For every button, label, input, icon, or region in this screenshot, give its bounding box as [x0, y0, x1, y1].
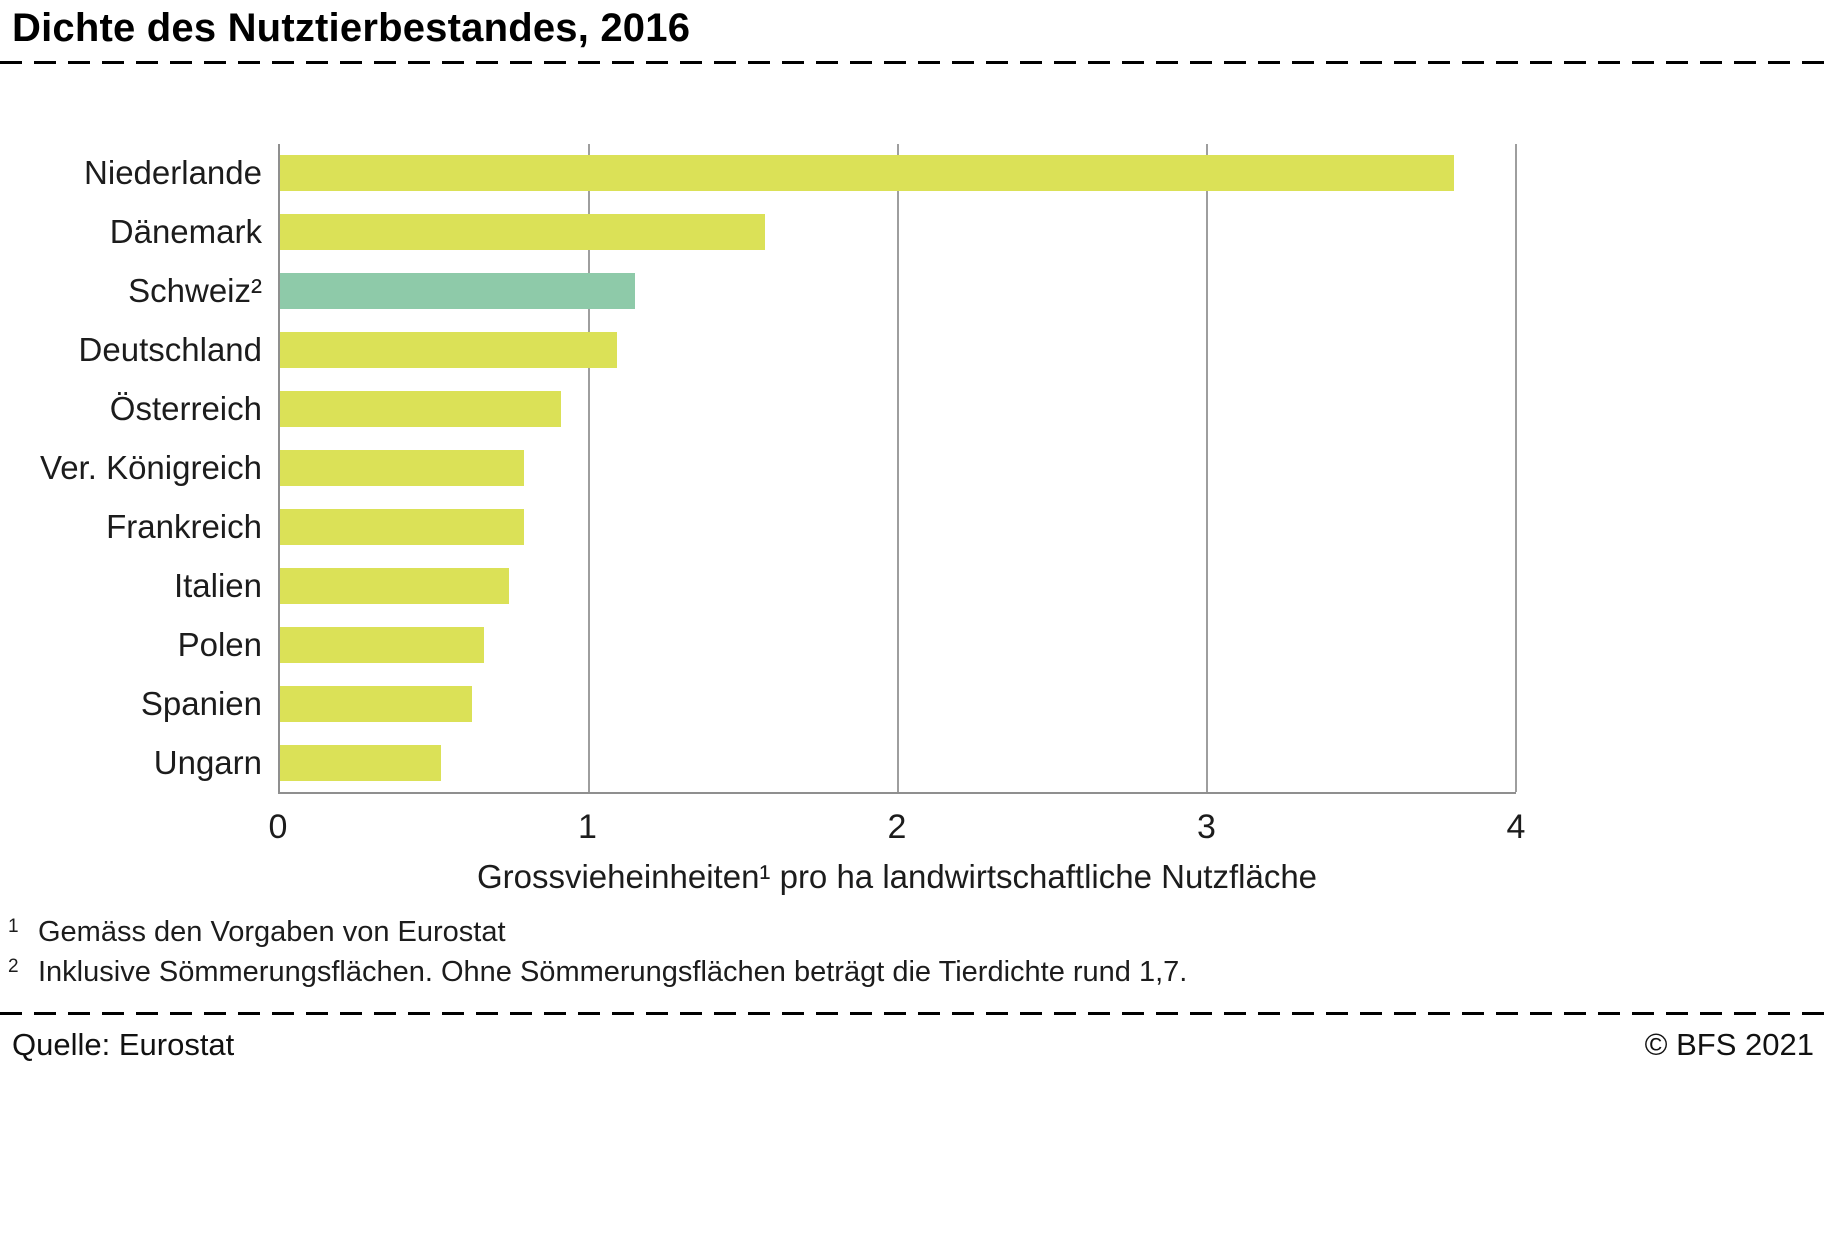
- category-label: Dänemark: [109, 213, 262, 251]
- x-tick-label: 4: [1506, 808, 1526, 846]
- category-label: Ver. Königreich: [40, 448, 262, 486]
- x-axis-label: Grossvieheinheiten¹ pro ha landwirtschaf…: [476, 858, 1318, 895]
- bar-row: Österreich: [110, 380, 1516, 439]
- bar-row: Frankreich: [106, 497, 1516, 556]
- category-label: Niederlande: [84, 154, 262, 192]
- bar-row: Dänemark: [110, 203, 1516, 262]
- bar-row: Ver. Königreich: [40, 439, 1516, 498]
- footnote: 1 Gemäss den Vorgaben von Eurostat: [8, 912, 1816, 952]
- category-label: Frankreich: [106, 507, 262, 545]
- gridline: [588, 144, 590, 792]
- category-label: Polen: [177, 625, 262, 663]
- bar-row: Niederlande: [84, 144, 1516, 203]
- footnote-marker: 2: [8, 956, 19, 978]
- bar: [280, 155, 1455, 192]
- bar-rows: Niederlande Dänemark Schweiz² Deutschland Ös…: [40, 144, 1516, 792]
- bar-row: Schweiz²: [128, 262, 1516, 321]
- category-label: Italien: [173, 566, 262, 604]
- footnote: 2 Inklusive Sömmerungsflächen. Ohne Sömme…: [8, 952, 1816, 992]
- bar: [280, 508, 525, 545]
- chart: Niederlande Dänemark Schweiz² Deutschland Ös…: [0, 144, 1828, 896]
- bar-row: Italien: [174, 556, 1516, 615]
- plot-area: Niederlande Dänemark Schweiz² Deutschland Ös…: [40, 144, 1517, 794]
- footnote-marker: 1: [8, 916, 19, 937]
- copyright-text: © BFS 2021: [1644, 1027, 1814, 1063]
- x-tick-label: 0: [268, 808, 288, 846]
- footnote-text: Gemäss den Vorgaben von Eurostat: [38, 916, 506, 948]
- bar: [280, 391, 562, 428]
- category-label: Spanien: [140, 684, 262, 722]
- bar-row: Spanien: [141, 674, 1516, 733]
- gridlines: [280, 144, 1517, 792]
- bar: [280, 685, 472, 722]
- bar: [280, 567, 509, 604]
- bar: [280, 744, 441, 781]
- bar: [280, 273, 636, 310]
- bar: [280, 332, 617, 369]
- x-tick-label: 1: [578, 808, 597, 846]
- category-label: Österreich: [109, 390, 262, 428]
- bar-row: Polen: [178, 615, 1516, 674]
- gridline: [897, 144, 899, 792]
- x-tick-label: 3: [1197, 808, 1216, 846]
- page-title: Dichte des Nutztierbestandes, 2016: [12, 6, 691, 50]
- footnote-text: Inklusive Sömmerungsflächen. Ohne Sömmer…: [38, 956, 1188, 989]
- dashed-divider-top: [0, 61, 1828, 64]
- bar: [280, 626, 484, 663]
- gridline: [1206, 144, 1208, 792]
- footer: Quelle: Eurostat © BFS 2021: [0, 1015, 1828, 1063]
- category-label: Schweiz²: [128, 272, 262, 310]
- bar-row: Deutschland: [79, 321, 1516, 380]
- x-tick-label: 2: [887, 808, 907, 846]
- footnotes: 1 Gemäss den Vorgaben von Eurostat 2 Inklus…: [8, 912, 1816, 992]
- bar: [280, 449, 525, 486]
- bar-row: Ungarn: [154, 733, 1516, 792]
- bar: [280, 214, 766, 251]
- source-text: Quelle: Eurostat: [12, 1027, 235, 1063]
- gridline: [1515, 144, 1517, 792]
- category-label: Ungarn: [153, 743, 262, 781]
- x-axis: 0 1 2 3 4: [269, 794, 1526, 852]
- dashed-divider-bottom: [0, 1012, 1828, 1016]
- header: Dichte des Nutztierbestandes, 2016: [0, 0, 1828, 51]
- category-label: Deutschland: [78, 331, 262, 369]
